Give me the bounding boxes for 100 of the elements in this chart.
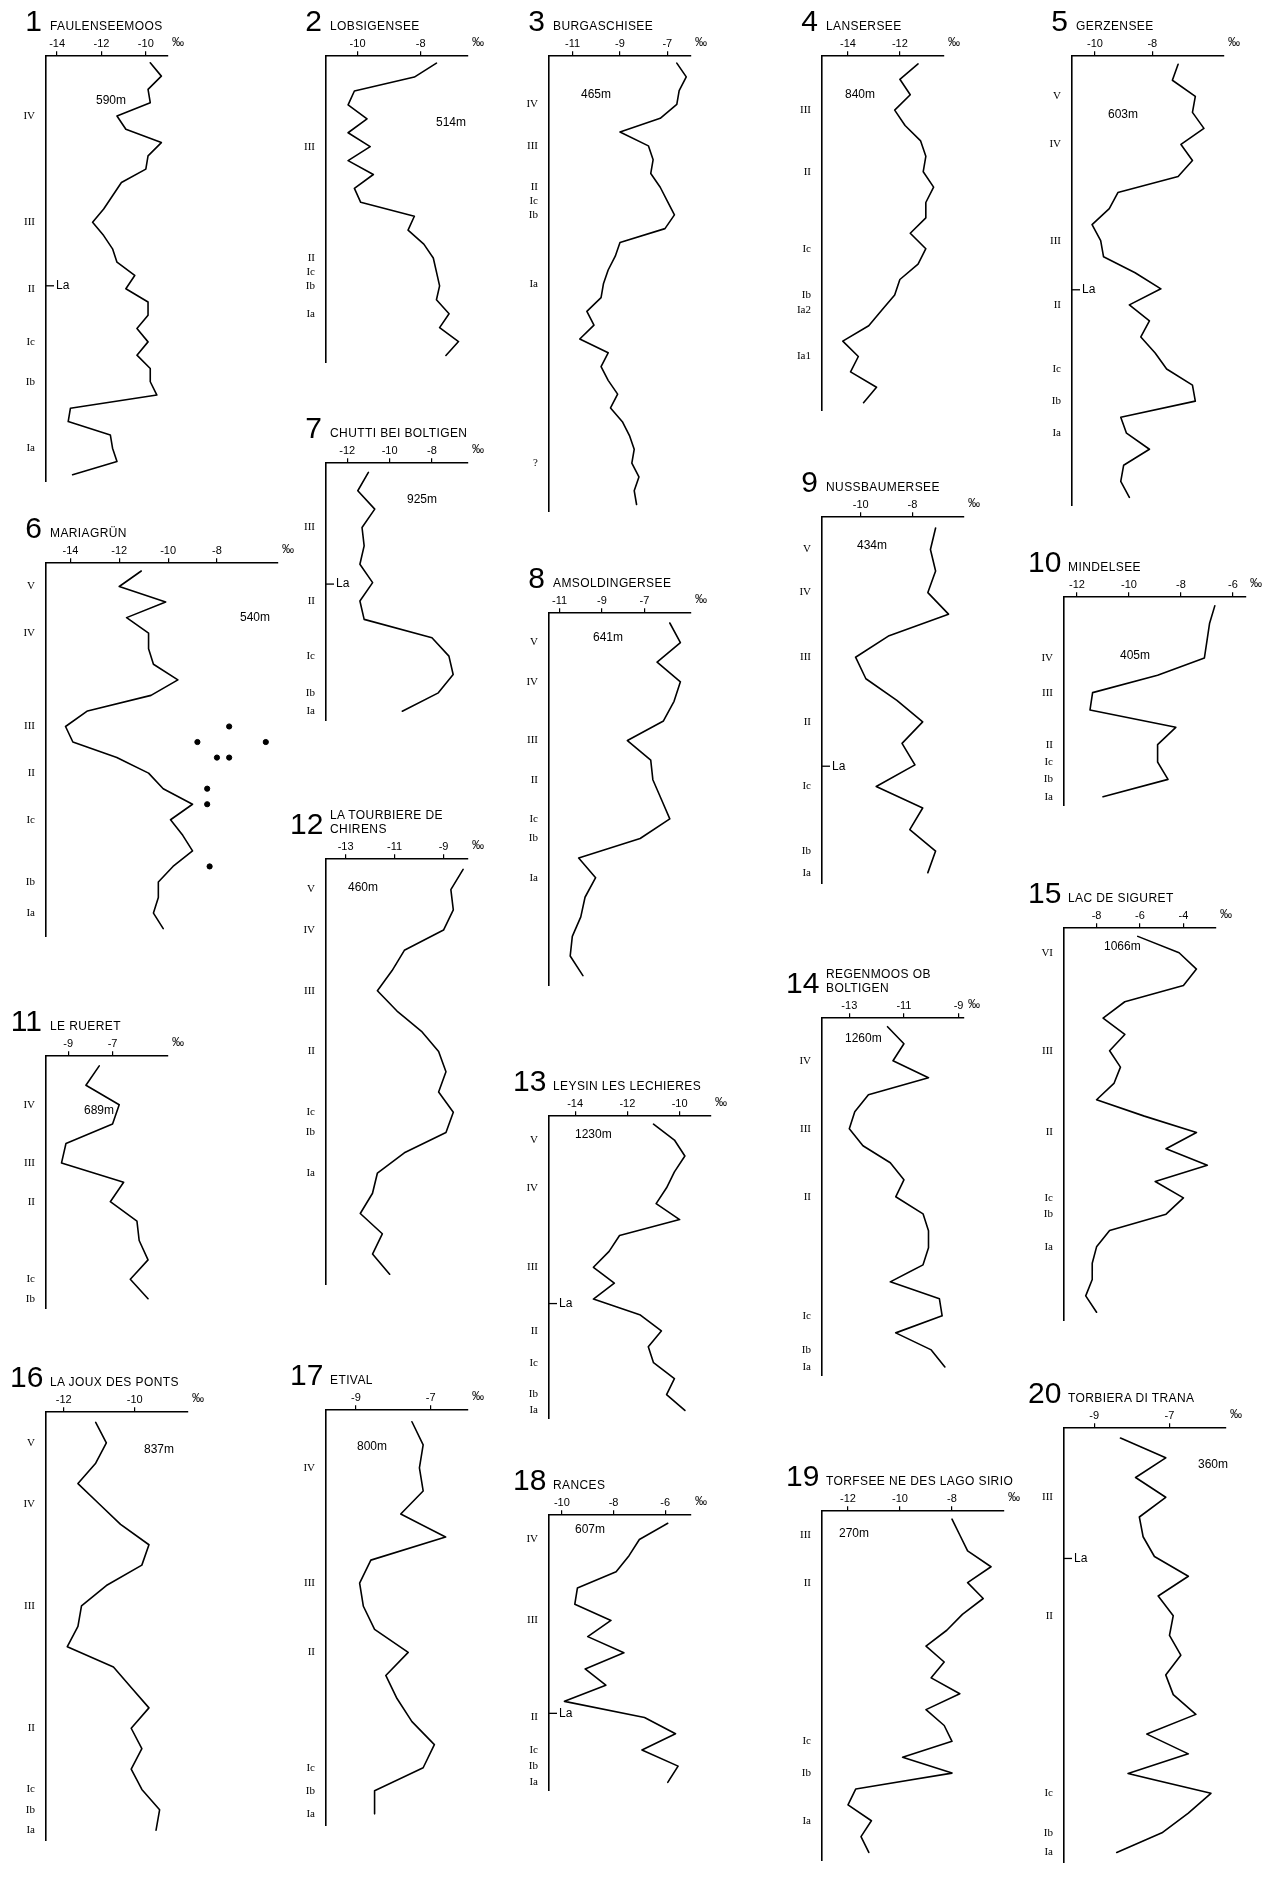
- x-axis-title: ‰: [715, 1095, 727, 1110]
- annotation: 840m: [845, 86, 876, 101]
- x-tick-label: -10: [553, 1495, 570, 1508]
- y-tick-label: Ia: [1052, 426, 1062, 439]
- y-tick-label: II: [530, 1323, 539, 1336]
- x-tick-label: -8: [1147, 36, 1158, 49]
- y-tick-label: II: [307, 1044, 316, 1057]
- chart-title: FAULENSEEMOOS: [50, 19, 164, 33]
- y-tick-label: IV: [526, 1180, 539, 1193]
- y-tick-label: Ib: [801, 1765, 812, 1778]
- annotation: La: [559, 1705, 573, 1720]
- x-tick-label: -10: [137, 36, 154, 49]
- x-tick-label: -12: [840, 1491, 856, 1504]
- y-tick-label: Ib: [305, 1783, 316, 1796]
- y-tick-label: Ic: [529, 811, 539, 824]
- x-tick-label: -9: [615, 36, 625, 49]
- y-tick-label: III: [527, 1260, 539, 1273]
- x-tick-label: -8: [1091, 908, 1102, 921]
- x-tick-label: -10: [1121, 577, 1137, 590]
- chart-title: TORBIERA DI TRANA: [1068, 1391, 1196, 1405]
- text: 3: [527, 4, 545, 37]
- annotation: 800m: [357, 1438, 388, 1453]
- y-tick-label: Ia1: [796, 349, 811, 362]
- x-tick-label: -14: [62, 543, 79, 556]
- y-tick-label: IV: [799, 1053, 812, 1066]
- annotation: 1260m: [845, 1030, 882, 1045]
- y-tick-label: Ib: [801, 843, 812, 856]
- annotation: 405m: [1120, 647, 1151, 662]
- y-tick-label: V: [803, 542, 812, 555]
- y-tick-label: III: [527, 138, 539, 151]
- y-tick-label: Ia: [802, 1359, 812, 1372]
- y-tick-label: Ia: [306, 1806, 316, 1819]
- y-tick-label: Ia: [529, 276, 539, 289]
- annotation: 460m: [348, 879, 379, 894]
- y-tick-label: III: [1042, 1043, 1054, 1056]
- y-tick-label: V: [27, 1435, 36, 1448]
- x-tick-label: -7: [107, 1036, 118, 1049]
- y-tick-label: Ia: [529, 1775, 539, 1788]
- x-tick-label: -7: [662, 36, 673, 49]
- annotation: La: [1082, 282, 1096, 297]
- y-tick-label: Ia: [802, 1813, 812, 1826]
- text: 15: [1028, 876, 1062, 909]
- y-tick-label: II: [530, 772, 539, 785]
- y-tick-label: Ic: [1044, 1190, 1054, 1203]
- x-tick-label: -13: [841, 998, 858, 1011]
- y-tick-label: Ib: [1043, 1825, 1054, 1838]
- y-tick-label: IV: [526, 97, 539, 110]
- y-tick-label: II: [803, 1189, 812, 1202]
- y-tick-label: Ic: [802, 1308, 812, 1321]
- text: 5: [1050, 4, 1068, 37]
- x-tick-label: -10: [1086, 36, 1103, 49]
- x-tick-label: -10: [160, 543, 177, 556]
- y-tick-label: VI: [1041, 945, 1054, 958]
- y-tick-label: Ib: [25, 874, 36, 887]
- y-tick-label: III: [800, 650, 812, 663]
- y-tick-label: Ic: [529, 1742, 539, 1755]
- chart-title: LAC DE SIGURET: [1068, 891, 1175, 905]
- x-tick-label: -10: [671, 1096, 688, 1109]
- y-tick-label: II: [307, 250, 316, 263]
- y-tick-label: IV: [303, 1460, 316, 1473]
- y-tick-label: II: [307, 1645, 316, 1658]
- y-tick-label: V: [27, 579, 36, 592]
- x-tick-label: -11: [896, 998, 912, 1011]
- y-tick-label: II: [27, 1721, 36, 1734]
- x-tick-label: -8: [1176, 577, 1186, 590]
- y-tick-label: II: [1053, 297, 1062, 310]
- annotation: 540m: [240, 609, 271, 624]
- x-tick-label: -9: [1089, 1408, 1100, 1421]
- y-tick-label: IV: [1049, 137, 1062, 150]
- text: 20: [1028, 1376, 1062, 1409]
- y-tick-label: Ib: [25, 1802, 36, 1815]
- y-tick-label: Ic: [529, 193, 539, 206]
- annotation: 607m: [575, 1521, 606, 1536]
- text: 4: [800, 4, 818, 37]
- text: 2: [304, 4, 322, 37]
- text: 1: [24, 4, 42, 37]
- x-axis-title: ‰: [172, 35, 184, 50]
- x-tick-label: -12: [1069, 577, 1085, 590]
- x-axis-title: ‰: [1220, 907, 1232, 922]
- text: 16: [10, 1360, 44, 1393]
- x-tick-label: -10: [852, 497, 869, 510]
- y-tick-label: V: [530, 635, 539, 648]
- y-tick-label: Ib: [801, 1342, 812, 1355]
- x-tick-label: -8: [415, 36, 426, 49]
- x-axis-title: ‰: [192, 1391, 204, 1406]
- y-tick-label: III: [304, 1576, 316, 1589]
- annotation: La: [832, 758, 846, 773]
- chart-title: ETIVAL: [330, 1373, 374, 1387]
- y-tick-label: Ic: [26, 812, 36, 825]
- y-tick-label: Ic: [306, 648, 316, 661]
- x-axis-title: ‰: [1250, 576, 1262, 591]
- text: 17: [290, 1358, 324, 1391]
- x-axis-title: ‰: [472, 1389, 484, 1404]
- x-tick-label: -12: [619, 1096, 636, 1109]
- annotation: 1066m: [1104, 938, 1141, 953]
- text: 7: [304, 411, 322, 444]
- y-tick-label: Ic: [802, 241, 812, 254]
- text: 18: [513, 1463, 547, 1496]
- x-axis-title: ‰: [172, 1035, 184, 1050]
- x-tick-label: -12: [339, 443, 356, 456]
